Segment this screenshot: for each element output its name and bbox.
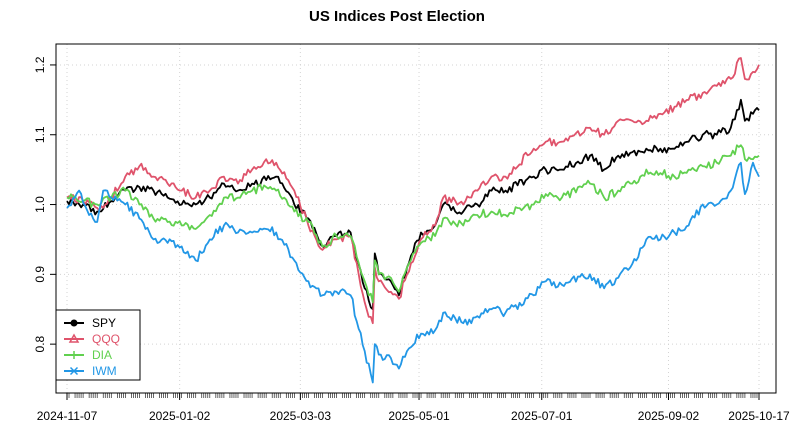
- x-tick-label: 2025-07-01: [511, 409, 573, 423]
- chart-title: US Indices Post Election: [309, 8, 485, 25]
- y-tick-label: 1.2: [33, 56, 47, 73]
- series-line-iwm: [66, 161, 760, 384]
- y-tick-label: 0.8: [33, 335, 47, 352]
- legend-marker-triangle: [68, 333, 80, 343]
- y-tick-label: 1.0: [33, 196, 47, 213]
- grid-lines: [56, 44, 776, 393]
- series-lines: [66, 57, 760, 384]
- legend-box: [55, 309, 141, 381]
- legend: SPY QQQ DIA IWM: [55, 309, 141, 381]
- legend-label-qqq: QQQ: [92, 332, 120, 346]
- legend-marker-circle: [70, 319, 78, 327]
- legend-label-spy: SPY: [92, 316, 116, 330]
- series-line-spy: [66, 98, 760, 311]
- x-tick-label: 2024-11-07: [37, 409, 98, 423]
- x-tick-label: 2025-10-17: [728, 409, 790, 423]
- x-tick-label: 2025-09-02: [638, 409, 700, 423]
- series-line-qqq: [66, 57, 760, 325]
- legend-marker-cross: [69, 366, 79, 376]
- y-tick-label: 0.9: [33, 266, 47, 283]
- legend-label-iwm: IWM: [92, 364, 117, 378]
- x-tick-label: 2025-05-01: [388, 409, 450, 423]
- x-tick-label: 2025-01-02: [149, 409, 211, 423]
- axes: 0.8 0.9 1.0 1.1 1.2 2024-11-07 2025-01-02 2025-…: [33, 56, 790, 423]
- legend-label-dia: DIA: [92, 348, 112, 362]
- y-tick-label: 1.1: [33, 126, 47, 143]
- x-tick-label: 2025-03-03: [270, 409, 332, 423]
- legend-marker-plus: [70, 351, 78, 359]
- series-line-dia: [66, 144, 760, 304]
